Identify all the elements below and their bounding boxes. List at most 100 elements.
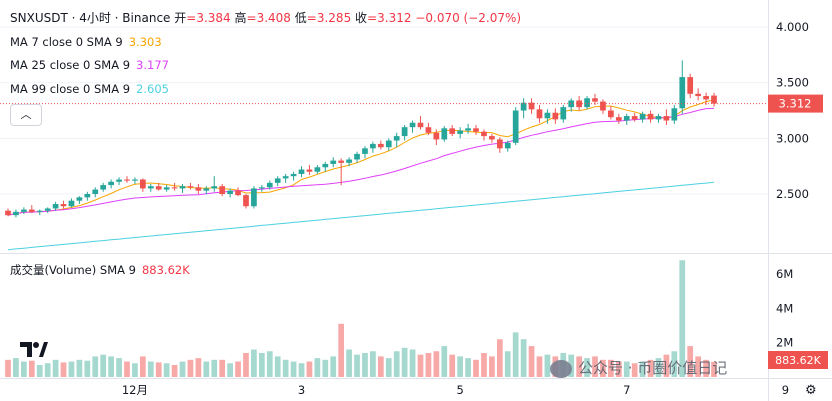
time-tick-label: 3 — [298, 383, 305, 397]
candle-body — [203, 188, 210, 191]
volume-bar — [663, 354, 670, 377]
chevron-up-icon: ︿ — [20, 108, 32, 121]
candle-body — [489, 136, 495, 140]
candle-body — [639, 113, 646, 120]
volume-tick-label: 6M — [776, 267, 793, 281]
candle-body — [385, 140, 392, 148]
volume-bar — [251, 349, 257, 377]
candle-body — [60, 204, 67, 207]
candle-body — [251, 188, 257, 207]
candle-body — [179, 186, 186, 189]
price-axis: 4.000 3.500 3.000 2.500 — [776, 20, 809, 201]
candle-body — [615, 117, 622, 121]
candle-body — [560, 107, 567, 120]
collapse-legend-button[interactable]: ︿ — [10, 104, 42, 126]
volume-bar — [108, 356, 114, 377]
candle-body — [703, 96, 709, 100]
ma99-legend[interactable]: MA 99 close 0 SMA 9 2.605 — [10, 82, 169, 96]
volume-bar — [377, 356, 384, 377]
candle-body — [425, 127, 432, 133]
candle-body — [354, 153, 360, 160]
volume-tick-label: 4M — [776, 301, 793, 315]
time-tick-label: 7 — [623, 383, 630, 397]
candle-body — [600, 101, 606, 111]
volume-bar — [219, 359, 226, 377]
volume-bar — [584, 358, 590, 377]
candle-body — [76, 197, 83, 201]
volume-bar — [449, 354, 456, 377]
candle-body — [211, 186, 218, 189]
volume-bar — [116, 358, 122, 377]
volume-bar — [354, 354, 360, 377]
candle-body — [258, 187, 265, 189]
candle-body — [401, 127, 408, 137]
volume-bar — [401, 347, 408, 377]
candle-body — [409, 122, 416, 128]
candle-body — [449, 128, 456, 134]
candle-body — [377, 143, 384, 148]
volume-axis: 6M 4M 2M — [776, 267, 793, 350]
candle-body — [481, 131, 487, 137]
candle-body — [171, 187, 178, 189]
volume-legend[interactable]: 成交量(Volume) SMA 9 883.62K — [10, 262, 190, 278]
volume-bar — [457, 356, 464, 377]
volume-bar — [195, 358, 202, 377]
volume-bar — [36, 364, 43, 377]
volume-bar — [695, 356, 701, 377]
gear-icon[interactable]: ⚙ — [805, 383, 817, 398]
candle-body — [243, 195, 249, 207]
candle-body — [592, 98, 598, 102]
volume-bar — [60, 362, 67, 377]
high-value: =3.408 — [246, 11, 291, 25]
candle-body — [84, 194, 91, 198]
volume-bar — [615, 361, 622, 377]
volume-bar — [528, 346, 535, 377]
candle-body — [504, 142, 511, 149]
candle-body — [108, 181, 114, 186]
volume-bar — [44, 363, 51, 377]
volume-bar — [258, 352, 265, 377]
volume-bar — [274, 356, 281, 377]
volume-bar — [703, 359, 709, 377]
volume-bar — [631, 363, 638, 377]
candle-body — [330, 160, 337, 164]
ma25-legend[interactable]: MA 25 close 0 SMA 9 3.177 — [10, 58, 169, 72]
volume-bar — [266, 351, 273, 377]
volume-bar — [322, 359, 329, 377]
volume-bar — [623, 361, 630, 377]
volume-bar — [504, 351, 511, 377]
candle-body — [528, 102, 535, 110]
candle-body — [163, 187, 170, 190]
ma7-line — [7, 99, 715, 216]
volume-label: 成交量(Volume) SMA 9 — [10, 263, 136, 277]
candle-body — [520, 102, 527, 111]
volume-bar — [687, 346, 694, 377]
candles — [5, 60, 717, 218]
volume-bar — [425, 352, 432, 377]
candle-body — [465, 128, 471, 131]
volume-bar — [385, 358, 392, 377]
volume-bar — [243, 352, 249, 377]
candle-body — [362, 148, 368, 154]
open-value: =3.384 — [186, 11, 231, 25]
symbol-header: SNXUSDT · 4小时 · Binance 开=3.384 高=3.408 … — [10, 9, 521, 26]
candle-body — [124, 179, 130, 181]
time-tick-label: 12月 — [122, 383, 148, 397]
volume-bar — [655, 358, 662, 377]
volume-value: 883.62K — [141, 263, 190, 277]
candle-body — [147, 186, 154, 189]
volume-tick-label: 2M — [776, 336, 793, 350]
ma7-legend[interactable]: MA 7 close 0 SMA 9 3.303 — [10, 35, 162, 49]
candle-body — [584, 98, 590, 108]
ma99-value: 2.605 — [136, 82, 169, 96]
volume-bar — [711, 361, 717, 377]
candle-body — [100, 185, 107, 190]
volume-bar — [393, 351, 400, 377]
volume-bar — [203, 361, 210, 377]
volume-bar — [314, 358, 321, 377]
volume-bar — [163, 363, 170, 377]
volume-bar — [147, 361, 154, 377]
candle-body — [441, 128, 448, 140]
price-tick-label: 2.500 — [776, 187, 809, 201]
